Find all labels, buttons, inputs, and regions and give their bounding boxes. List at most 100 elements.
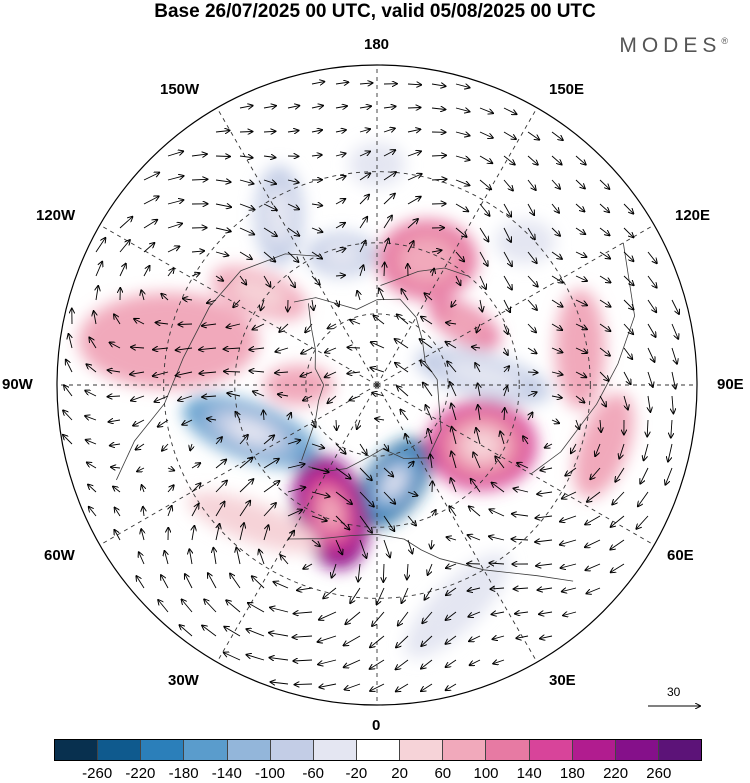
wind-arrow bbox=[199, 372, 217, 374]
wind-arrow bbox=[647, 251, 657, 263]
wind-arrow bbox=[301, 347, 313, 354]
wind-arrow bbox=[191, 504, 199, 517]
wind-arrow bbox=[239, 501, 250, 517]
wind-arrow bbox=[537, 492, 553, 494]
wind-arrow bbox=[134, 319, 145, 325]
wind-arrow bbox=[515, 612, 529, 614]
wind-arrow bbox=[504, 323, 508, 334]
wind-arrow bbox=[383, 563, 384, 582]
colorbar-swatch bbox=[615, 740, 659, 760]
wind-arrow bbox=[311, 467, 329, 472]
wind-arrow bbox=[110, 343, 121, 349]
wind-arrow bbox=[397, 386, 409, 397]
wind-arrow bbox=[432, 269, 434, 277]
wind-arrow bbox=[527, 372, 538, 373]
colorbar-tick-label: 140 bbox=[516, 765, 542, 782]
wind-arrow bbox=[551, 179, 560, 189]
wind-arrow bbox=[275, 348, 289, 352]
wind-arrow bbox=[455, 132, 470, 136]
wind-arrow bbox=[623, 299, 634, 310]
wind-arrow bbox=[479, 251, 488, 266]
anomaly-contour bbox=[227, 419, 273, 444]
wind-arrow bbox=[585, 539, 601, 547]
wind-arrow bbox=[141, 290, 144, 301]
wind-arrow bbox=[575, 347, 587, 353]
wind-arrow bbox=[407, 539, 412, 553]
wind-arrow bbox=[89, 338, 97, 349]
wind-arrow bbox=[270, 608, 289, 613]
wind-arrow bbox=[167, 176, 184, 181]
wind-arrow bbox=[89, 507, 97, 517]
wind-arrow bbox=[96, 286, 98, 301]
wind-arrow bbox=[384, 443, 388, 451]
wind-arrow bbox=[311, 228, 322, 232]
latitude-circle bbox=[234, 242, 520, 528]
wind-arrow bbox=[158, 600, 169, 613]
wind-arrow bbox=[545, 444, 553, 448]
colorbar-swatch bbox=[313, 740, 357, 760]
wind-arrow bbox=[359, 83, 372, 84]
wind-arrow bbox=[224, 627, 241, 637]
colorbar-tick-label: -60 bbox=[302, 765, 325, 782]
wind-arrow bbox=[253, 391, 265, 397]
wind-arrow bbox=[345, 683, 361, 690]
wind-arrow bbox=[372, 611, 385, 626]
wind-arrow bbox=[357, 291, 360, 301]
colorbar-swatch bbox=[486, 740, 530, 760]
wind-arrow bbox=[350, 587, 361, 603]
wind-arrow bbox=[335, 491, 352, 504]
wind-arrow bbox=[86, 440, 97, 444]
wind-arrow bbox=[431, 179, 446, 180]
wind-arrow bbox=[396, 635, 409, 647]
wind-arrow bbox=[446, 683, 457, 690]
map-title: Base 26/07/2025 00 UTC, valid 05/08/2025… bbox=[154, 1, 596, 22]
wind-arrow bbox=[119, 217, 132, 229]
wind-arrow bbox=[585, 515, 601, 525]
colorbar-ticks: -260 -220 -180 -140 -100 -60 -20 20 60 100 140 180 2… bbox=[0, 765, 750, 783]
wind-arrow bbox=[239, 132, 252, 133]
wind-arrow bbox=[168, 506, 172, 517]
wind-arrow bbox=[263, 251, 275, 262]
wind-arrow bbox=[395, 339, 409, 349]
wind-arrow bbox=[470, 659, 481, 665]
wind-arrow bbox=[303, 563, 313, 569]
wind-arrow bbox=[426, 405, 433, 421]
lon-label-150w: 150W bbox=[160, 81, 200, 98]
wind-arrow bbox=[359, 173, 370, 181]
wind-arrow bbox=[155, 395, 169, 402]
wind-arrow bbox=[428, 563, 433, 575]
wind-arrow bbox=[131, 347, 145, 348]
wind-arrow bbox=[279, 323, 289, 332]
wind-arrow bbox=[312, 299, 314, 310]
coastline bbox=[308, 298, 442, 472]
wind-arrow bbox=[371, 368, 385, 373]
wind-arrow bbox=[615, 467, 625, 482]
wind-arrow bbox=[431, 250, 441, 252]
wind-arrow bbox=[263, 411, 264, 421]
wind-arrow bbox=[190, 443, 192, 450]
wind-arrow bbox=[227, 393, 241, 396]
wind-arrow bbox=[665, 467, 673, 485]
wind-arrow bbox=[370, 635, 385, 647]
wind-arrow bbox=[270, 658, 289, 660]
wind-arrow bbox=[311, 106, 323, 108]
wind-arrow bbox=[672, 395, 673, 413]
wind-arrow bbox=[527, 227, 535, 239]
wind-arrow bbox=[451, 404, 457, 421]
colorbar-tick-label: 260 bbox=[646, 765, 672, 782]
wind-arrow bbox=[503, 203, 511, 217]
wind-arrow bbox=[141, 529, 144, 541]
wind-arrow bbox=[263, 275, 270, 287]
wind-arrow bbox=[407, 563, 408, 579]
wind-arrow bbox=[325, 371, 337, 377]
wind-arrow bbox=[472, 347, 481, 348]
wind-arrow bbox=[560, 539, 577, 545]
wind-arrow bbox=[215, 481, 227, 493]
wind-arrow bbox=[479, 227, 488, 241]
wind-arrow bbox=[516, 636, 529, 638]
wind-arrow bbox=[328, 395, 337, 403]
wind-arrow bbox=[600, 419, 601, 432]
wind-arrow bbox=[422, 611, 433, 623]
wind-arrow bbox=[490, 588, 505, 589]
wind-arrow bbox=[319, 684, 337, 687]
